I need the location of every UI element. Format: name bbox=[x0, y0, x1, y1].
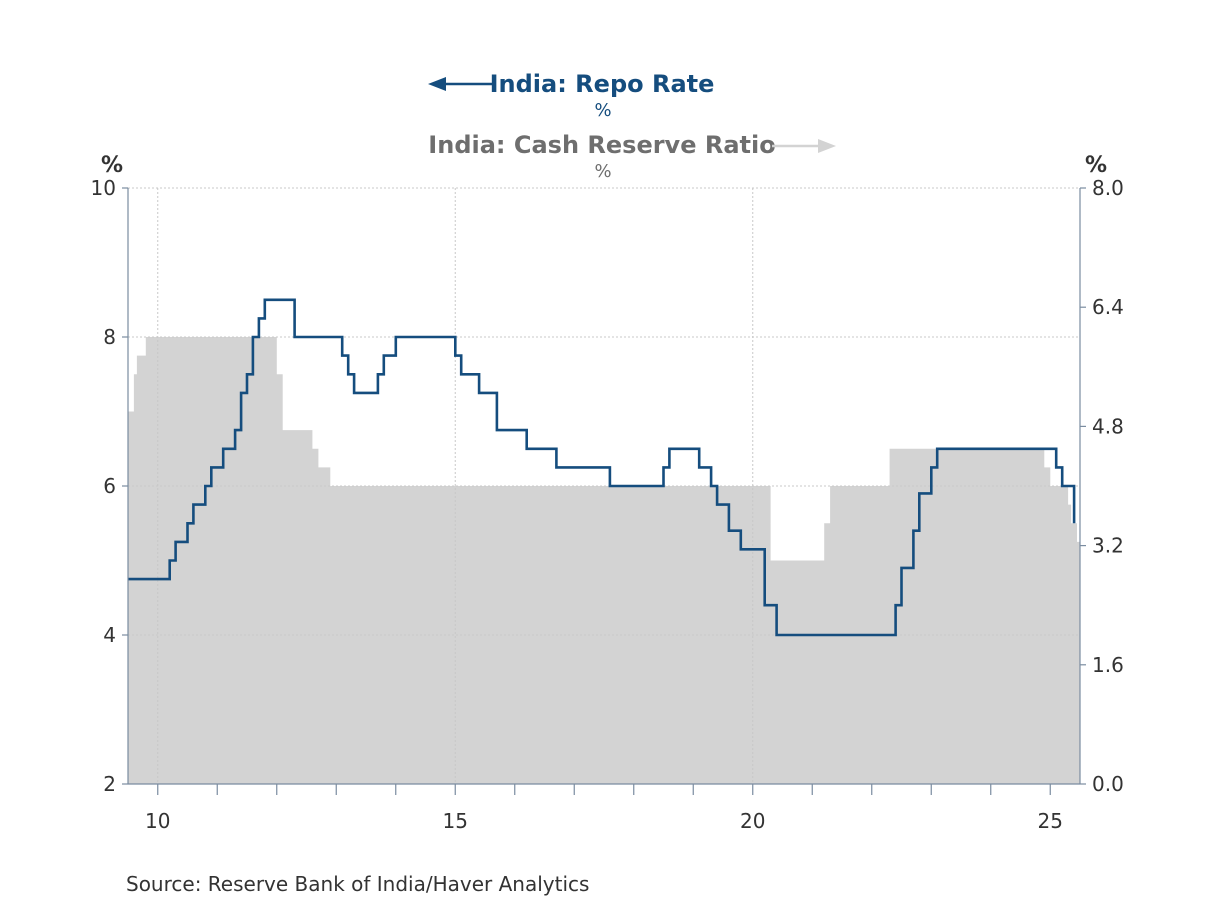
cash-reserve-ratio-area-layer bbox=[128, 337, 1080, 784]
legend-repo-arrow-head bbox=[428, 77, 446, 91]
tick-label-layer: 2 4 6 8 10 0.0 1.6 3.2 4.8 6.4 8.0 10 15 20 25 bbox=[91, 176, 1124, 833]
x-tick-label-0: 10 bbox=[145, 809, 170, 833]
left-tick-label-0: 2 bbox=[103, 772, 116, 796]
x-tick-label-3: 25 bbox=[1038, 809, 1063, 833]
legend-crr-label: India: Cash Reserve Ratio bbox=[428, 131, 775, 159]
left-tick-label-1: 4 bbox=[103, 623, 116, 647]
grid-layer bbox=[128, 187, 1080, 784]
repo-rate-line-layer bbox=[128, 298, 1076, 637]
legend-repo-rate-unit: % bbox=[594, 100, 611, 121]
right-tick-label-3: 4.8 bbox=[1092, 414, 1124, 438]
axes-layer bbox=[122, 187, 1086, 795]
right-tick-label-4: 6.4 bbox=[1092, 295, 1124, 319]
series-repo-rate-line bbox=[128, 298, 1076, 637]
left-tick-label-4: 10 bbox=[91, 176, 116, 200]
left-tick-label-3: 8 bbox=[103, 325, 116, 349]
right-tick-label-5: 8.0 bbox=[1092, 176, 1124, 200]
legend-entry-cash-reserve-ratio: India: Cash Reserve Ratio % bbox=[428, 131, 836, 182]
x-tick-label-2: 20 bbox=[740, 809, 765, 833]
right-tick-label-0: 0.0 bbox=[1092, 772, 1124, 796]
legend: India: Repo Rate % India: Cash Reserve R… bbox=[428, 70, 836, 182]
right-tick-label-2: 3.2 bbox=[1092, 534, 1124, 558]
legend-repo-rate-label: India: Repo Rate bbox=[490, 70, 715, 98]
x-tick-label-1: 15 bbox=[443, 809, 468, 833]
legend-entry-repo-rate: India: Repo Rate % bbox=[428, 70, 714, 121]
series-cash-reserve-ratio-area bbox=[128, 337, 1080, 784]
left-tick-label-2: 6 bbox=[103, 474, 116, 498]
legend-crr-unit: % bbox=[594, 161, 611, 182]
left-axis-unit: % bbox=[101, 153, 123, 178]
right-tick-label-1: 1.6 bbox=[1092, 653, 1124, 677]
right-axis-unit: % bbox=[1085, 153, 1107, 178]
source-note: Source: Reserve Bank of India/Haver Anal… bbox=[126, 872, 589, 896]
legend-crr-arrow-head bbox=[818, 139, 836, 153]
